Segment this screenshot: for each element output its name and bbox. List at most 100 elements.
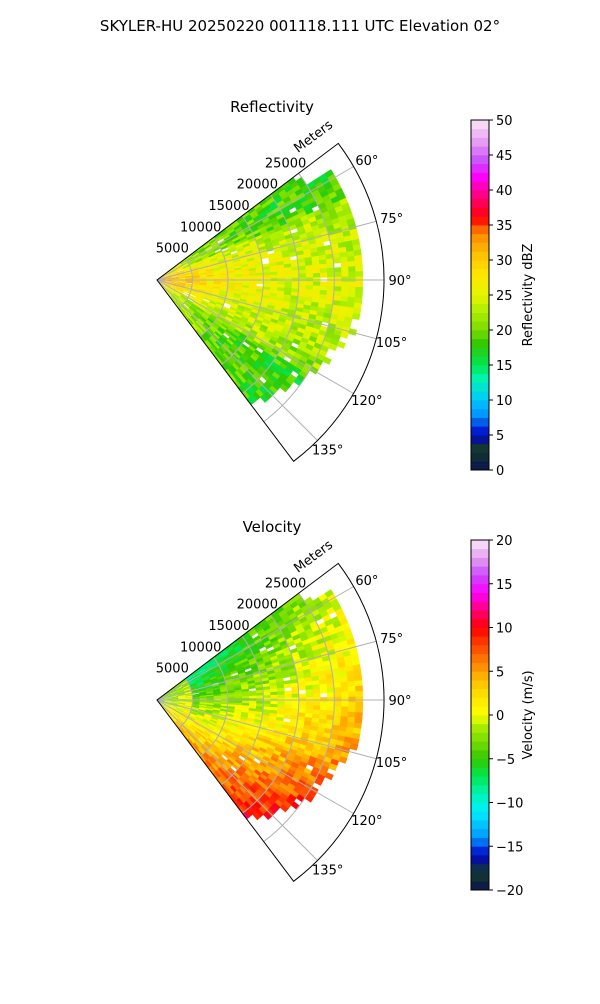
radar-gate	[249, 696, 257, 699]
radar-gate	[349, 277, 357, 283]
colorbar-segment	[471, 251, 489, 260]
colorbar-segment	[471, 216, 489, 225]
colorbar-segment	[471, 129, 489, 138]
radar-gate	[292, 694, 300, 698]
colorbar-segment	[471, 811, 489, 820]
colorbar-tick-label: 5	[496, 665, 504, 680]
figure-suptitle: SKYLER-HU 20250220 001118.111 UTC Elevat…	[100, 17, 500, 35]
colorbar-segment	[471, 330, 489, 339]
radar-gate	[334, 272, 342, 278]
colorbar-segment	[471, 803, 489, 812]
radar-field	[157, 169, 363, 405]
azimuth-tick-label: 60°	[355, 574, 378, 589]
colorbar-tick-label: −15	[496, 840, 523, 855]
colorbar-segment	[471, 208, 489, 217]
colorbar-segment	[471, 663, 489, 672]
radar-gate	[299, 274, 307, 279]
colorbar-segment	[471, 391, 489, 400]
radar-gate	[285, 694, 293, 698]
radar-gate	[355, 266, 363, 272]
colorbar-segment	[471, 558, 489, 567]
colorbar-tick-label: 25	[496, 289, 513, 304]
colorbar-segment	[471, 348, 489, 357]
colorbar-tick-label: 10	[496, 622, 513, 637]
colorbar-tick-label: 40	[496, 184, 513, 199]
panel-title: Reflectivity	[230, 98, 314, 116]
radar-gate	[298, 686, 306, 691]
colorbar-segment	[471, 881, 489, 890]
colorbar-segment	[471, 759, 489, 768]
radar-gate	[333, 258, 341, 264]
colorbar-segment	[471, 706, 489, 715]
colorbar-segment	[471, 164, 489, 173]
radar-gate	[341, 697, 349, 703]
colorbar-segment	[471, 645, 489, 654]
radar-gate	[348, 702, 356, 708]
colorbar-segment	[471, 566, 489, 575]
range-tick-label: 10000	[180, 220, 221, 235]
colorbar-segment	[471, 619, 489, 628]
colorbar-tick-label: 10	[496, 394, 513, 409]
colorbar-segment	[471, 374, 489, 383]
colorbar-segment	[471, 654, 489, 663]
colorbar-segment	[471, 444, 489, 453]
colorbar-segment	[471, 733, 489, 742]
colorbar-segment	[471, 138, 489, 147]
azimuth-tick-label: 75°	[380, 212, 403, 227]
colorbar-segment	[471, 680, 489, 689]
colorbar-segment	[471, 776, 489, 785]
range-tick-label: 5000	[156, 242, 189, 257]
radar-gate	[355, 686, 363, 692]
radar-field	[157, 589, 363, 820]
colorbar-segment	[471, 243, 489, 252]
radar-gate	[348, 282, 356, 288]
colorbar-segment	[471, 173, 489, 182]
azimuth-tick-label: 75°	[380, 632, 403, 647]
velocity-panel: 60°75°90°105°120°135°5000100001500020000…	[156, 518, 536, 899]
radar-gate	[235, 276, 243, 279]
radar-gate	[214, 277, 222, 279]
radar-gate	[270, 275, 278, 279]
azimuth-tick-label: 90°	[388, 274, 411, 289]
radar-gate	[285, 274, 293, 278]
colorbar-tick-label: 20	[496, 534, 513, 549]
colorbar-tick-label: 15	[496, 359, 513, 374]
range-tick-label: 20000	[237, 178, 278, 193]
colorbar-tick-label: −20	[496, 884, 523, 899]
azimuth-tick-label: 135°	[312, 864, 343, 879]
radar-gate	[278, 694, 286, 698]
azimuth-tick-label: 120°	[351, 394, 382, 409]
radar-gate	[221, 697, 229, 699]
colorbar-segment	[471, 295, 489, 304]
radar-gate	[299, 701, 307, 706]
range-tick-label: 25000	[265, 156, 306, 171]
colorbar-segment	[471, 304, 489, 313]
radar-gate	[313, 689, 321, 694]
azimuth-tick-label: 60°	[355, 154, 378, 169]
radar-gate	[306, 273, 314, 278]
radar-gate	[356, 276, 364, 282]
colorbar-tick-label: 0	[496, 464, 504, 479]
colorbar-segment	[471, 785, 489, 794]
colorbar-segment	[471, 435, 489, 444]
radar-gate	[320, 688, 328, 693]
radar-gate	[313, 693, 321, 698]
colorbar-tick-label: 45	[496, 149, 513, 164]
colorbar-segment	[471, 426, 489, 435]
colorbar-segment	[471, 190, 489, 199]
radar-gate	[313, 273, 321, 278]
colorbar-tick-label: 20	[496, 324, 513, 339]
colorbar-label: Reflectivity dBZ	[521, 244, 536, 347]
azimuth-tick-label: 120°	[351, 814, 382, 829]
azimuth-tick-label: 105°	[376, 756, 407, 771]
colorbar-segment	[471, 225, 489, 234]
colorbar-segment	[471, 418, 489, 427]
radar-gate	[306, 693, 314, 698]
radar-gate	[263, 275, 271, 279]
radar-gate	[270, 695, 278, 699]
range-tick-label: 20000	[237, 598, 278, 613]
colorbar-segment	[471, 278, 489, 287]
panel-title: Velocity	[243, 518, 302, 536]
colorbar-segment	[471, 864, 489, 873]
